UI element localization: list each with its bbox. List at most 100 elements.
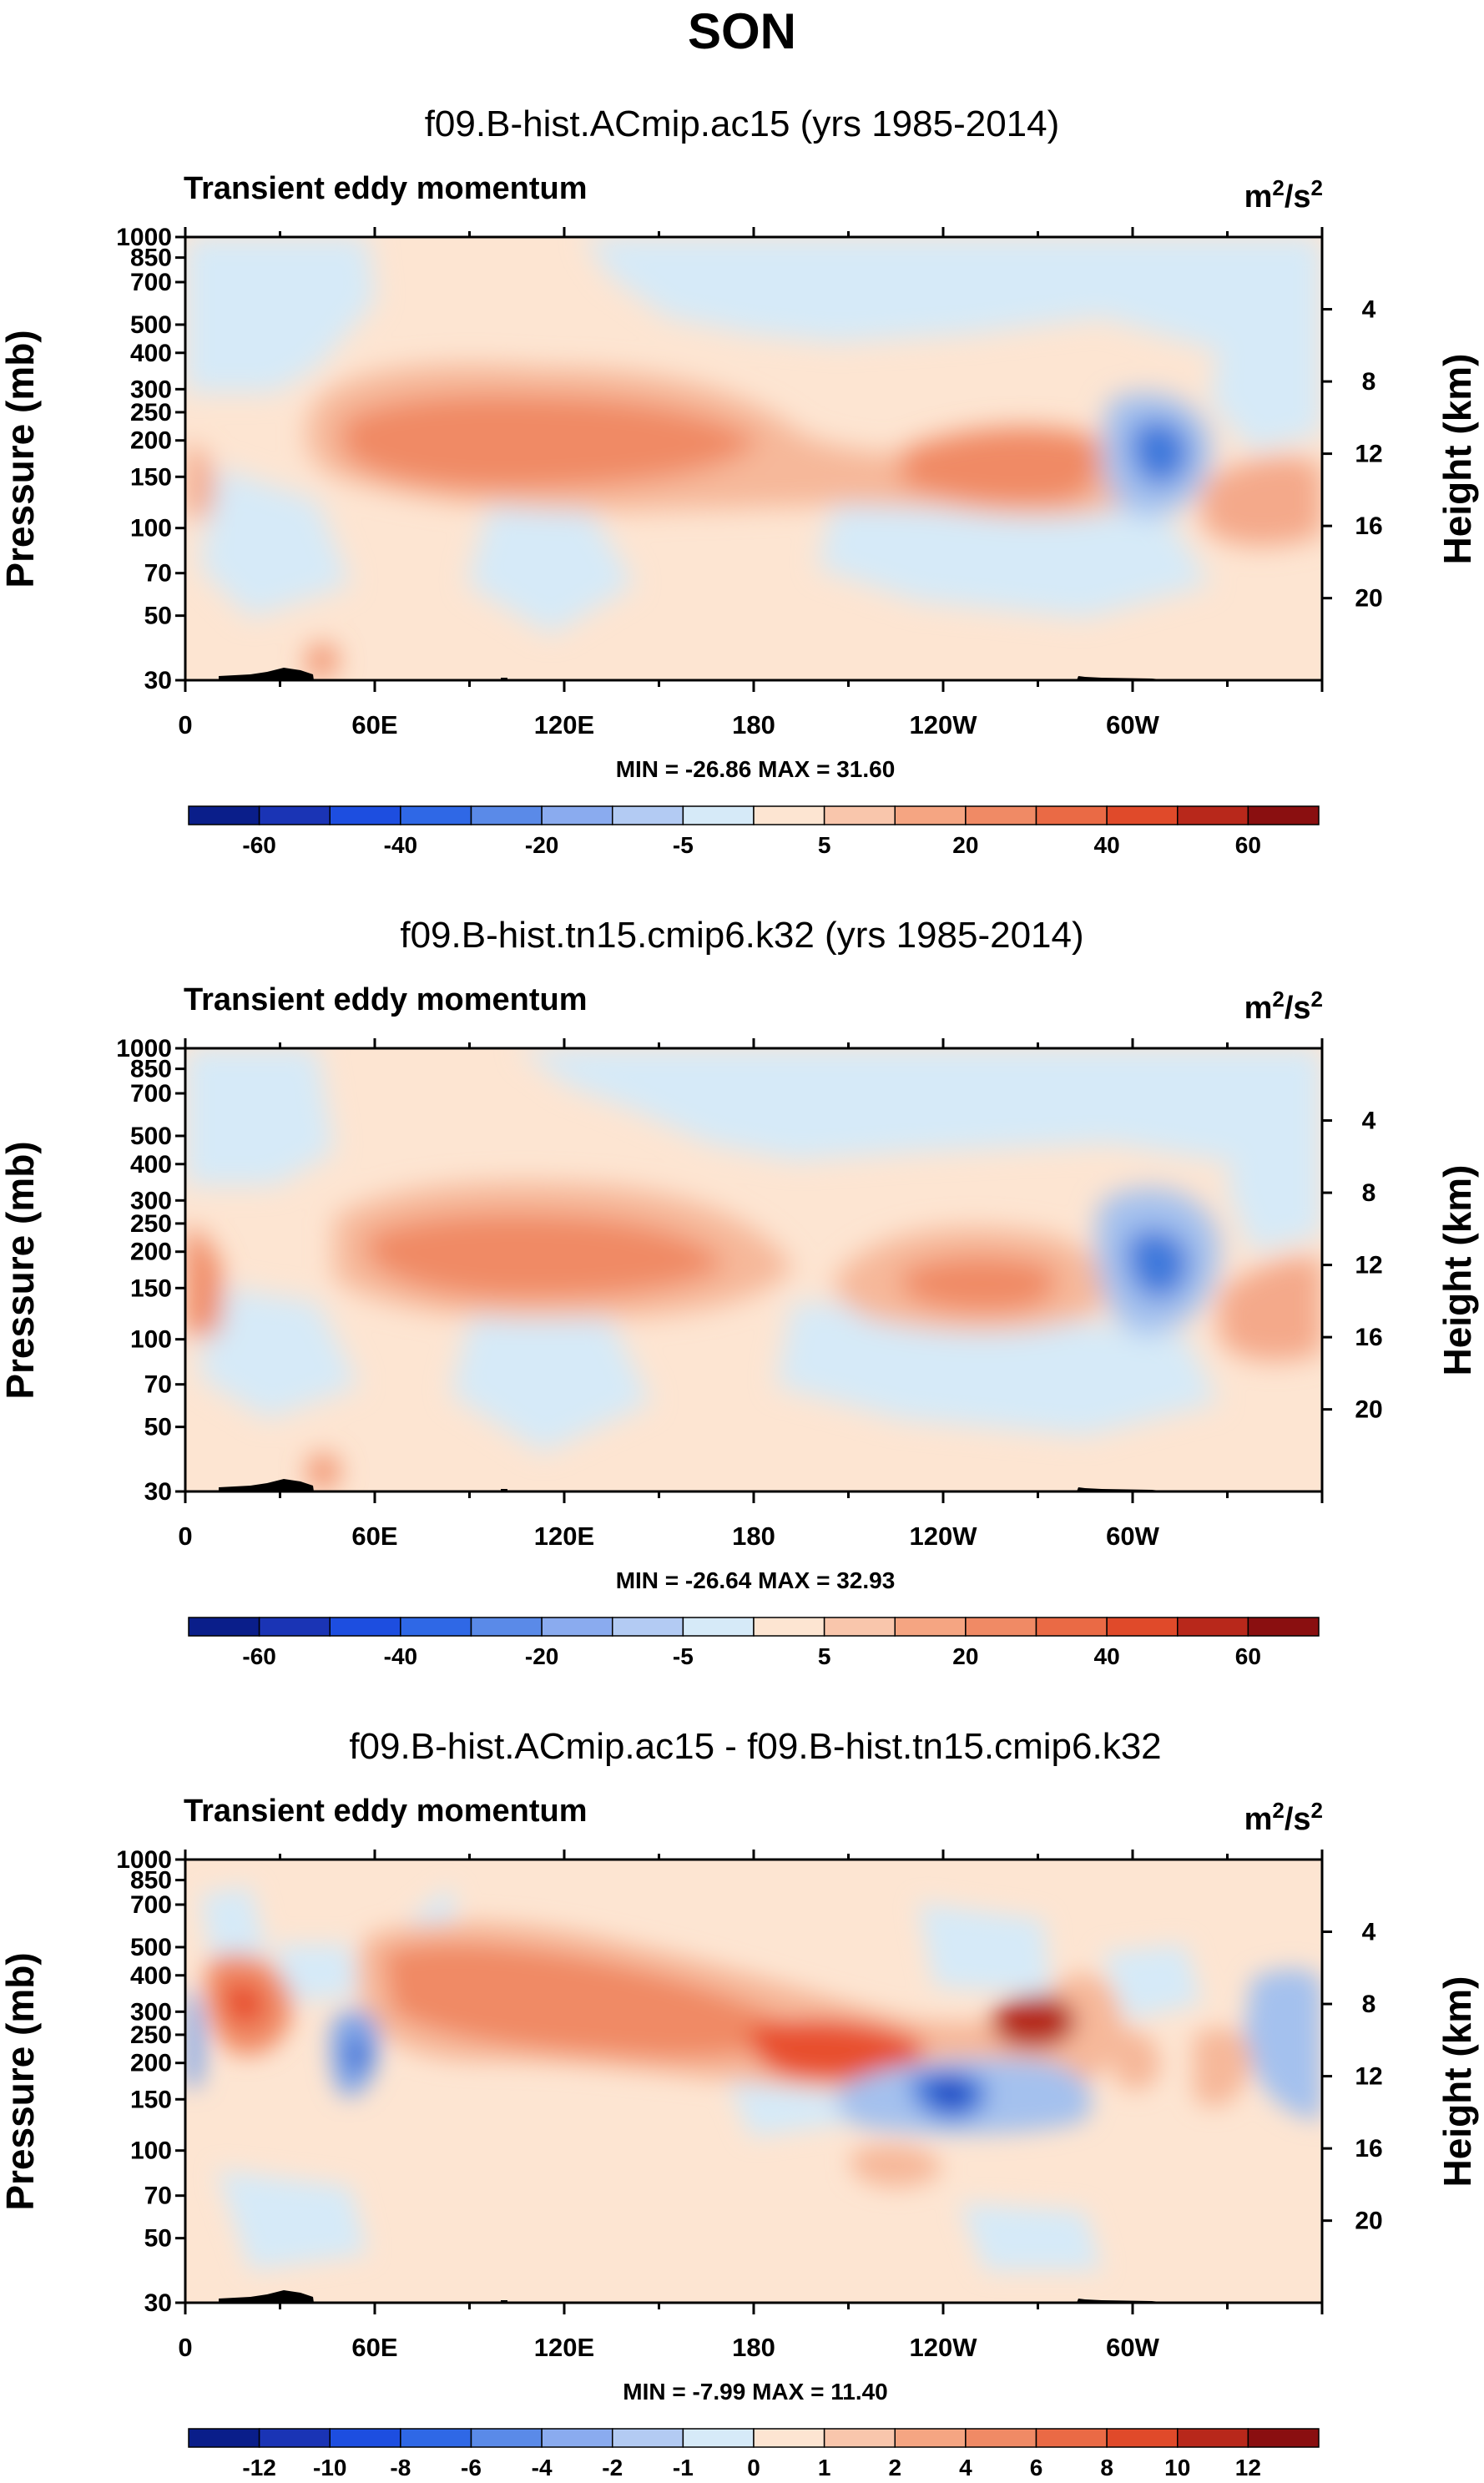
panel-2-title: f09.B-hist.tn15.cmip6.k32 (yrs 1985-2014… — [400, 915, 1083, 956]
panel-2-colorbar-box-3 — [400, 1617, 472, 1637]
panel-3-ytick-label-11: 850 — [130, 1867, 172, 1895]
panel-2-stats: MIN = -26.64 MAX = 32.93 — [616, 1567, 896, 1593]
panel-2-ytick-label-12: 1000 — [116, 1035, 172, 1062]
panel-3-y2label: Height (km) — [1436, 1976, 1479, 2188]
panel-2-ytick-label-7: 300 — [130, 1187, 172, 1214]
panel-3-colorbar-label-5: -2 — [602, 2455, 623, 2480]
panel-3-colorbar-label-9: 2 — [888, 2455, 901, 2480]
panel-1-colorbar-box-15 — [1247, 805, 1320, 825]
panel-2-colorbar-box-11 — [965, 1617, 1037, 1637]
panel-1-colorbar-box-6 — [612, 805, 684, 825]
panel-3-xtick-label-1: 60E — [351, 2333, 397, 2362]
panel-1-xtick-label-2: 120E — [534, 710, 594, 739]
panel-2-ylabel: Pressure (mb) — [0, 1141, 42, 1399]
panel-3-colorbar-box-14 — [1177, 2428, 1249, 2448]
panel-3-ytick-label-8: 400 — [130, 1962, 172, 1990]
panel-3-colorbar-box-0 — [188, 2428, 260, 2448]
panel-3-colorbar-label-2: -8 — [390, 2455, 411, 2480]
panel-3-stats: MIN = -7.99 MAX = 11.40 — [623, 2379, 888, 2405]
panel-1-colorbar-label-2: -20 — [525, 832, 558, 858]
panel-3-ytick-label-3: 100 — [130, 2137, 172, 2165]
panel-2-variable-label: Transient eddy momentum — [184, 982, 588, 1017]
panel-2-colorbar-box-6 — [612, 1617, 684, 1637]
panel-3-xtick-label-0: 0 — [178, 2333, 192, 2362]
panel-2-xtick-label-1: 60E — [351, 1522, 397, 1551]
panel-2-colorbar-box-2 — [329, 1617, 401, 1637]
panel-2-colorbar-label-4: 5 — [818, 1643, 831, 1669]
panel-2-colorbar-label-2: -20 — [525, 1643, 558, 1669]
panel-1-variable-label: Transient eddy momentum — [184, 171, 588, 206]
panel-3-colorbar-box-15 — [1247, 2428, 1320, 2448]
panel-1-stats: MIN = -26.86 MAX = 31.60 — [616, 756, 896, 782]
panel-1-colorbar-box-11 — [965, 805, 1037, 825]
panel-3-colorbar-label-11: 6 — [1030, 2455, 1043, 2480]
panel-3-ytick-label-12: 1000 — [116, 1846, 172, 1874]
panel-3-units-label: m2/s2 — [1244, 1798, 1323, 1837]
panel-1-ytick-label-9: 500 — [130, 311, 172, 339]
panel-3-ytick-label-5: 200 — [130, 2050, 172, 2077]
panel-2-y2label: Height (km) — [1436, 1165, 1479, 1376]
panel-3-colorbar-box-11 — [965, 2428, 1037, 2448]
panel-3-ytick-label-1: 50 — [144, 2225, 172, 2253]
panel-1-colorbar-box-10 — [894, 805, 967, 825]
panel-1-contour-max-labels — [452, 437, 459, 444]
panel-2-ytick-label-4: 150 — [130, 1274, 172, 1302]
panel-3-y2tick-label-3: 8 — [1362, 1991, 1376, 2018]
panel-3-colorbar-box-2 — [329, 2428, 401, 2448]
panel-1-colorbar-label-6: 40 — [1094, 832, 1120, 858]
panel-2-colorbar-box-0 — [188, 1617, 260, 1637]
panel-1-ytick-label-10: 700 — [130, 269, 172, 296]
panel-1-ylabel: Pressure (mb) — [0, 330, 42, 588]
panel-2-colorbar-label-3: -5 — [673, 1643, 694, 1669]
panel-2-xtick-label-2: 120E — [534, 1522, 594, 1551]
panel-3-colorbar-box-1 — [258, 2428, 331, 2448]
panel-1-ytick-label-8: 400 — [130, 340, 172, 367]
panel-1-xtick-label-4: 120W — [910, 710, 978, 739]
panel-2-colorbar: -60 -40 -20 -5 5 20 40 60 — [188, 1617, 1320, 1669]
figure-title: SON — [688, 3, 796, 59]
panel-3-x-axis: 0 60E 120E 180 120W 60W — [178, 1850, 1324, 2362]
panel-3-colorbar-box-7 — [682, 2428, 755, 2448]
panel-3: f09.B-hist.ACmip.ac15 - f09.B-hist.tn15.… — [0, 1726, 1479, 2480]
panel-1-xtick-label-1: 60E — [351, 710, 397, 739]
panel-1-colorbar-box-0 — [188, 805, 260, 825]
panel-1-colorbar-label-1: -40 — [384, 832, 417, 858]
panel-1-y2label: Height (km) — [1436, 354, 1479, 565]
panel-3-xtick-label-4: 120W — [910, 2333, 978, 2362]
panel-2-y2tick-label-1: 16 — [1355, 1324, 1382, 1351]
panel-3-variable-label: Transient eddy momentum — [184, 1794, 588, 1829]
panel-2: f09.B-hist.tn15.cmip6.k32 (yrs 1985-2014… — [0, 915, 1479, 1669]
panel-1-colorbar-box-5 — [541, 805, 613, 825]
panel-1-colorbar-box-12 — [1035, 805, 1108, 825]
panel-1-colorbar-box-14 — [1177, 805, 1249, 825]
panel-3-colorbar-box-8 — [753, 2428, 825, 2448]
panel-2-ytick-label-9: 500 — [130, 1123, 172, 1150]
panel-3-xtick-label-3: 180 — [732, 2333, 775, 2362]
panel-2-ytick-label-5: 200 — [130, 1239, 172, 1266]
panel-2-xtick-label-3: 180 — [732, 1522, 775, 1551]
panel-3-colorbar-box-9 — [823, 2428, 896, 2448]
panel-3-xtick-label-5: 60W — [1106, 2333, 1159, 2362]
panel-1-colorbar-box-4 — [470, 805, 543, 825]
panel-3-title: f09.B-hist.ACmip.ac15 - f09.B-hist.tn15.… — [349, 1726, 1161, 1767]
panel-1-colorbar-box-8 — [753, 805, 825, 825]
panel-3-colorbar-box-4 — [470, 2428, 543, 2448]
panel-2-colorbar-label-0: -60 — [242, 1643, 275, 1669]
panel-2-colorbar-box-5 — [541, 1617, 613, 1637]
panel-3-colorbar-box-3 — [400, 2428, 472, 2448]
panel-2-colorbar-box-15 — [1247, 1617, 1320, 1637]
panel-1-colorbar-box-2 — [329, 805, 401, 825]
panel-2-units-label: m2/s2 — [1244, 987, 1323, 1026]
panel-3-colorbar-label-4: -4 — [532, 2455, 553, 2480]
panel-3-ytick-label-4: 150 — [130, 2086, 172, 2113]
panel-2-ytick-label-8: 400 — [130, 1151, 172, 1178]
panel-1-ytick-label-0: 30 — [144, 667, 172, 694]
panel-1-y2tick-label-3: 8 — [1362, 368, 1376, 396]
panel-1-colorbar: -60 -40 -20 -5 5 20 40 60 — [188, 805, 1320, 858]
panel-2-ytick-label-10: 700 — [130, 1080, 172, 1108]
panel-3-colorbar: -12 -10 -8 -6 -4 -2 -1 0 1 2 4 6 8 10 12 — [188, 2428, 1320, 2480]
panel-1-xtick-label-3: 180 — [732, 710, 775, 739]
panel-3-y2tick-label-2: 12 — [1355, 2063, 1382, 2091]
panel-2-colorbar-box-14 — [1177, 1617, 1249, 1637]
